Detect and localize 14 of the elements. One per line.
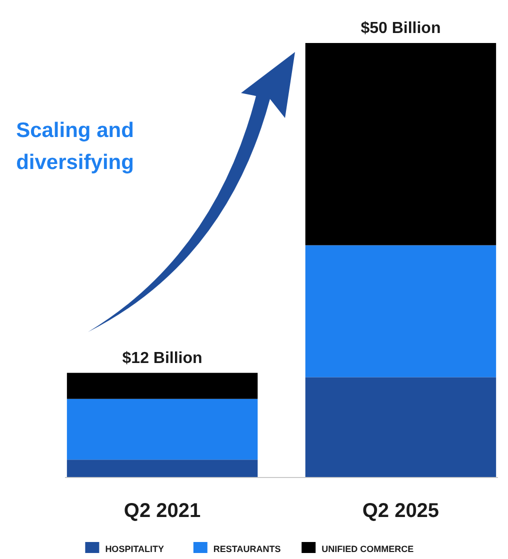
bar — [305, 43, 496, 246]
legend-label: RESTAURANTS — [213, 544, 281, 554]
bar — [66, 460, 258, 477]
bar — [66, 372, 258, 399]
legend-label: UNIFIED COMMERCE — [322, 544, 414, 554]
annotation: $12 Billion — [122, 350, 202, 367]
bar — [305, 245, 496, 378]
annotation: $50 Billion — [360, 20, 441, 37]
bar — [305, 377, 496, 477]
x-tick-label: Q2 2025 — [362, 500, 440, 522]
annotation: Scaling and diversifying — [16, 119, 134, 174]
legend-label: HOSPITALITY — [105, 544, 164, 554]
bar — [66, 398, 258, 460]
x-tick-label: Q2 2021 — [124, 500, 201, 522]
